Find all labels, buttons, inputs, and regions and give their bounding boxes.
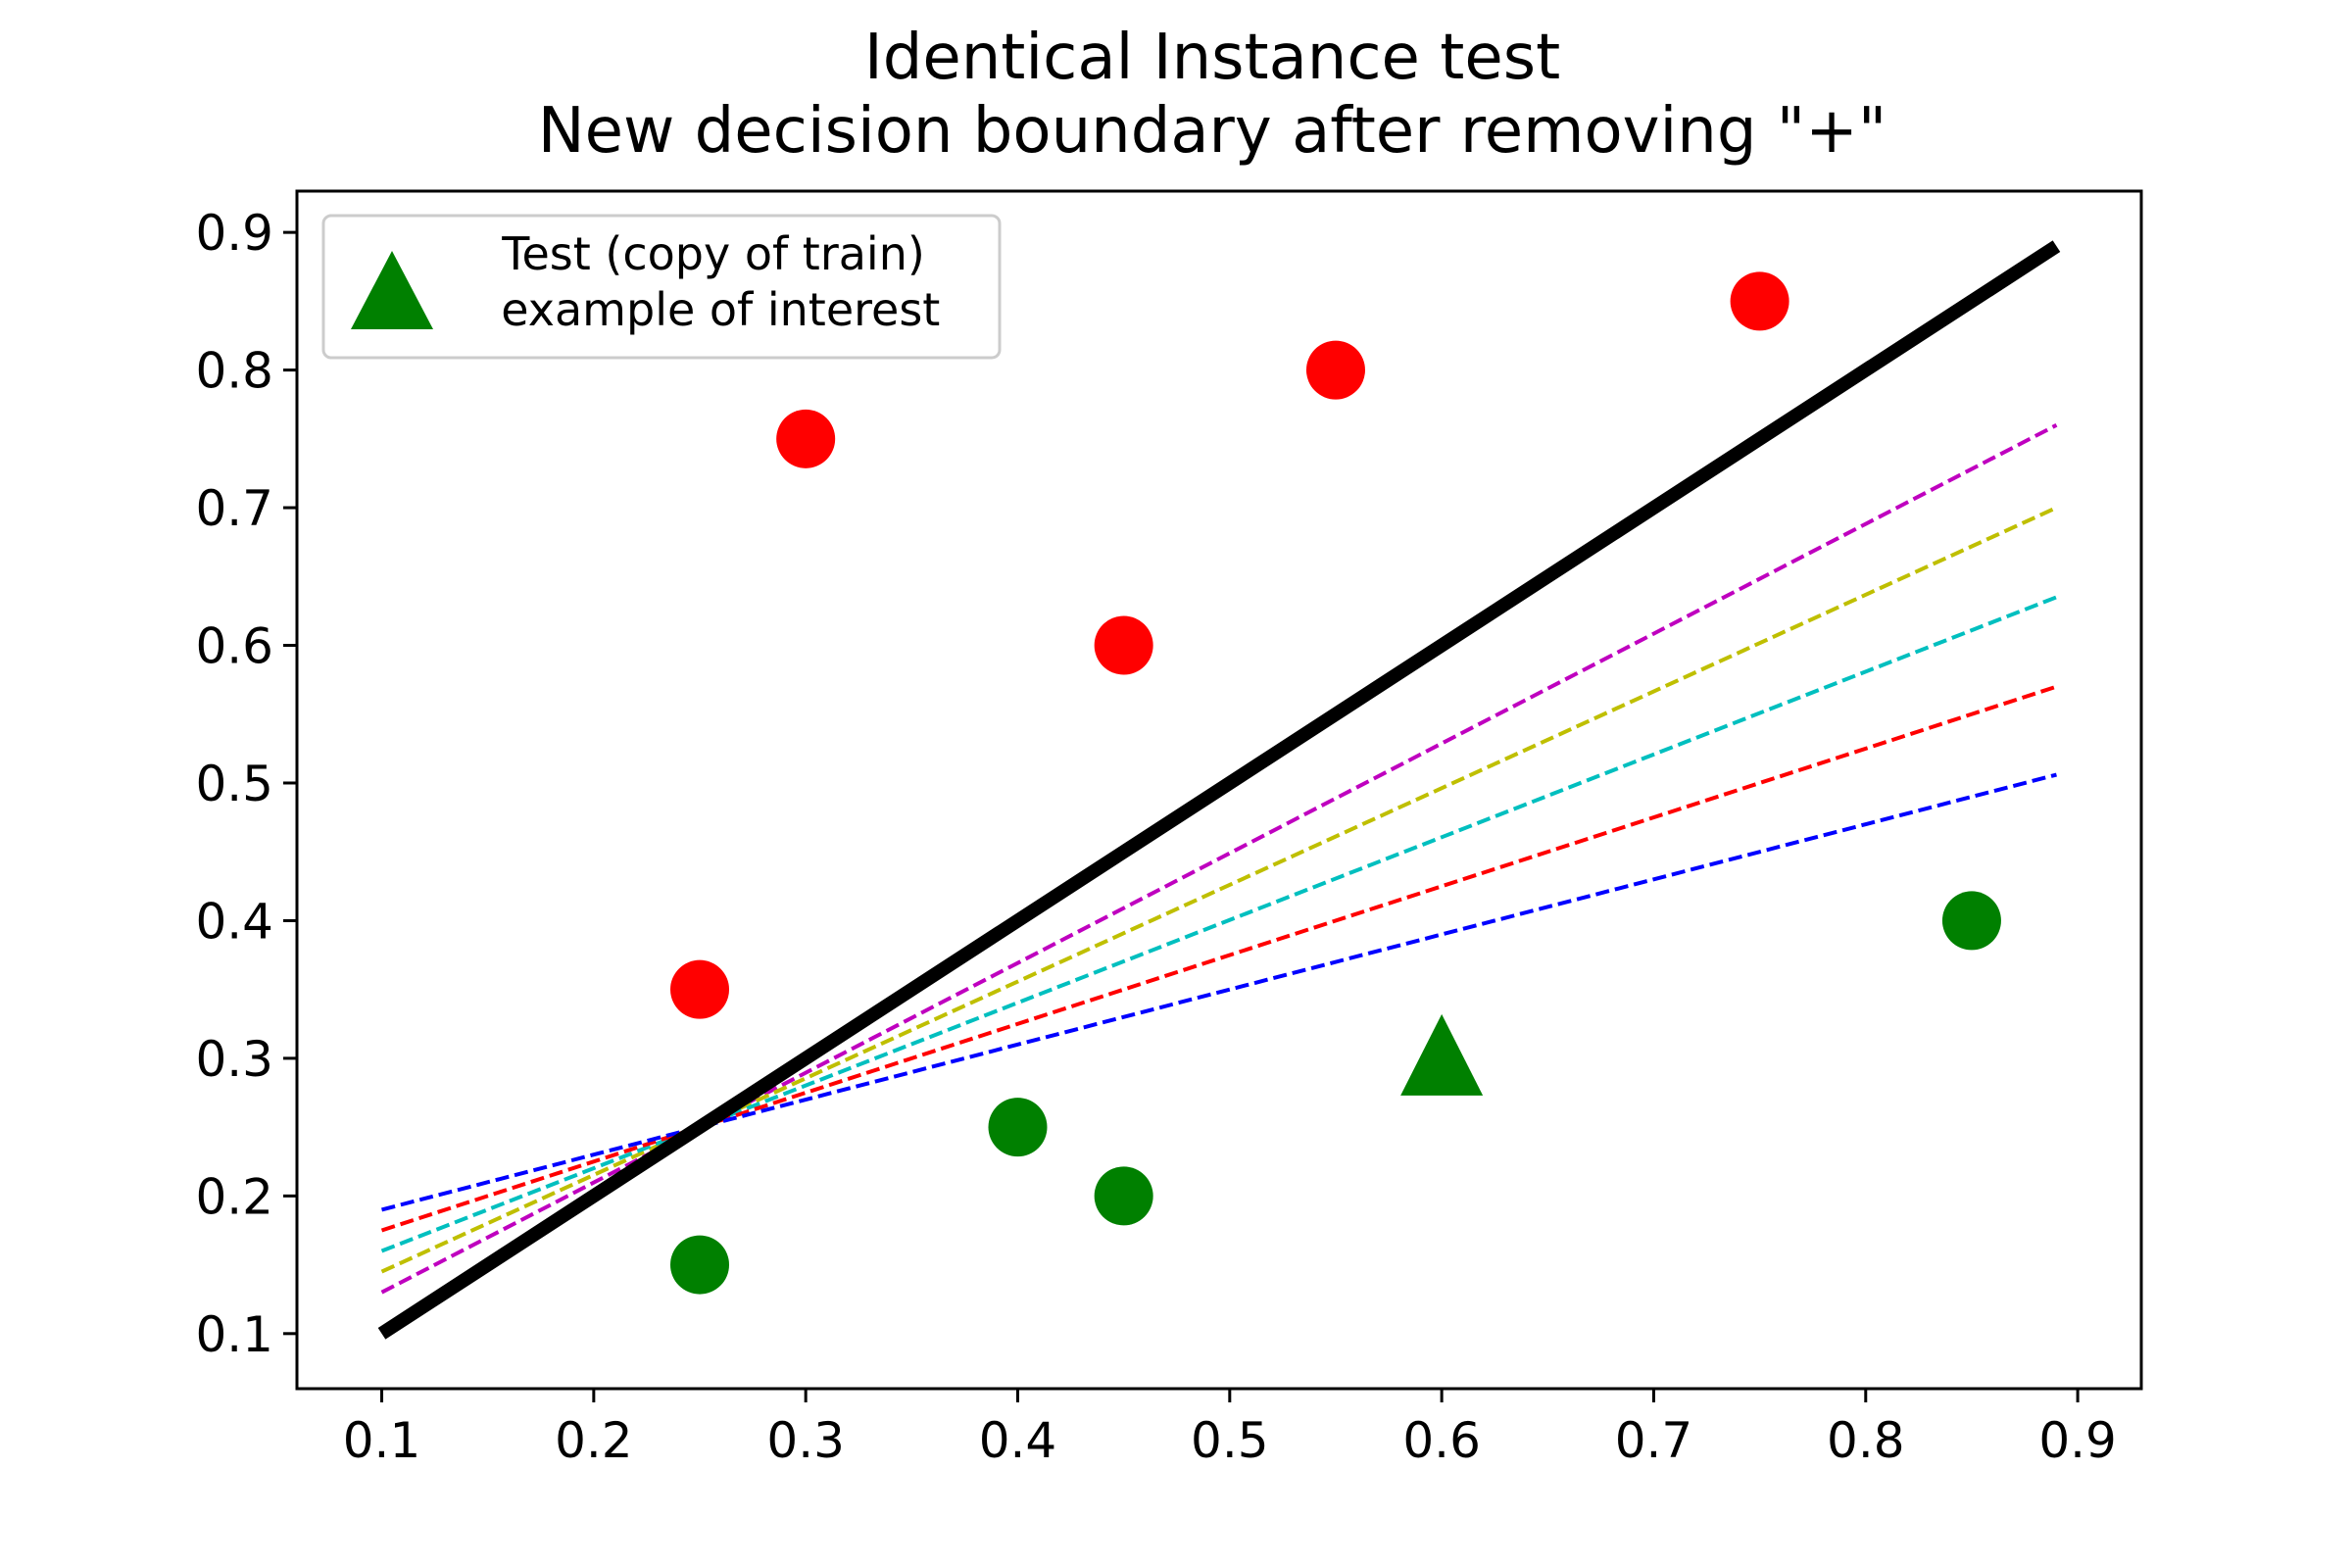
green-point bbox=[1941, 891, 2001, 951]
red-point bbox=[1730, 271, 1789, 331]
x-tick-label: 0.8 bbox=[1827, 1412, 1905, 1469]
y-tick-label: 0.4 bbox=[195, 893, 273, 950]
green-point bbox=[670, 1235, 730, 1295]
y-tick-label: 0.2 bbox=[195, 1168, 273, 1225]
red-point bbox=[1094, 615, 1153, 675]
dashed-boundary-line bbox=[380, 595, 2058, 1253]
legend: Test (copy of train) example of interest bbox=[321, 214, 1002, 360]
y-tick-label: 0.9 bbox=[195, 205, 273, 262]
legend-triangle-marker bbox=[351, 251, 433, 329]
axes-frame bbox=[295, 189, 2143, 1391]
chart-title-line-2: New decision boundary after removing "+" bbox=[538, 95, 1887, 168]
legend-label-line-1: Test (copy of train) bbox=[501, 227, 925, 280]
axes: 0.1 0.2 0.3 0.4 0.5 0.6 0.7 0.8 0.9 0.1 0.2 0.3 0.4 0… bbox=[195, 189, 2143, 1469]
x-tick-label: 0.5 bbox=[1191, 1412, 1269, 1469]
y-tick-label: 0.1 bbox=[195, 1306, 273, 1363]
x-tick-label: 0.4 bbox=[979, 1412, 1057, 1469]
y-tick-label: 0.3 bbox=[195, 1031, 273, 1088]
legend-label-line-2: example of interest bbox=[487, 283, 941, 336]
chart-title-line-1: Identical Instance test bbox=[864, 22, 1560, 94]
y-tick-label: 0.7 bbox=[195, 480, 273, 537]
green-point bbox=[988, 1098, 1048, 1157]
x-tick-label: 0.1 bbox=[343, 1412, 421, 1469]
red-point bbox=[776, 409, 836, 468]
y-tick-label: 0.6 bbox=[195, 618, 273, 675]
red-point bbox=[670, 959, 730, 1019]
y-tick-label: 0.5 bbox=[195, 756, 273, 812]
dashed-boundary-line bbox=[381, 772, 2057, 1212]
x-tick-label: 0.7 bbox=[1615, 1412, 1693, 1469]
decision-boundary-line bbox=[377, 240, 2061, 1340]
test-example-triangle bbox=[1400, 1013, 1484, 1096]
x-tick-label: 0.2 bbox=[555, 1412, 633, 1469]
green-point bbox=[1094, 1166, 1153, 1226]
plot-area bbox=[377, 240, 2061, 1340]
x-tick-label: 0.6 bbox=[1402, 1412, 1481, 1469]
y-tick-label: 0.8 bbox=[195, 343, 273, 400]
legend-frame bbox=[321, 214, 1002, 360]
x-tick-label: 0.9 bbox=[2038, 1412, 2117, 1469]
red-point bbox=[1305, 340, 1365, 400]
x-tick-label: 0.3 bbox=[766, 1412, 845, 1469]
